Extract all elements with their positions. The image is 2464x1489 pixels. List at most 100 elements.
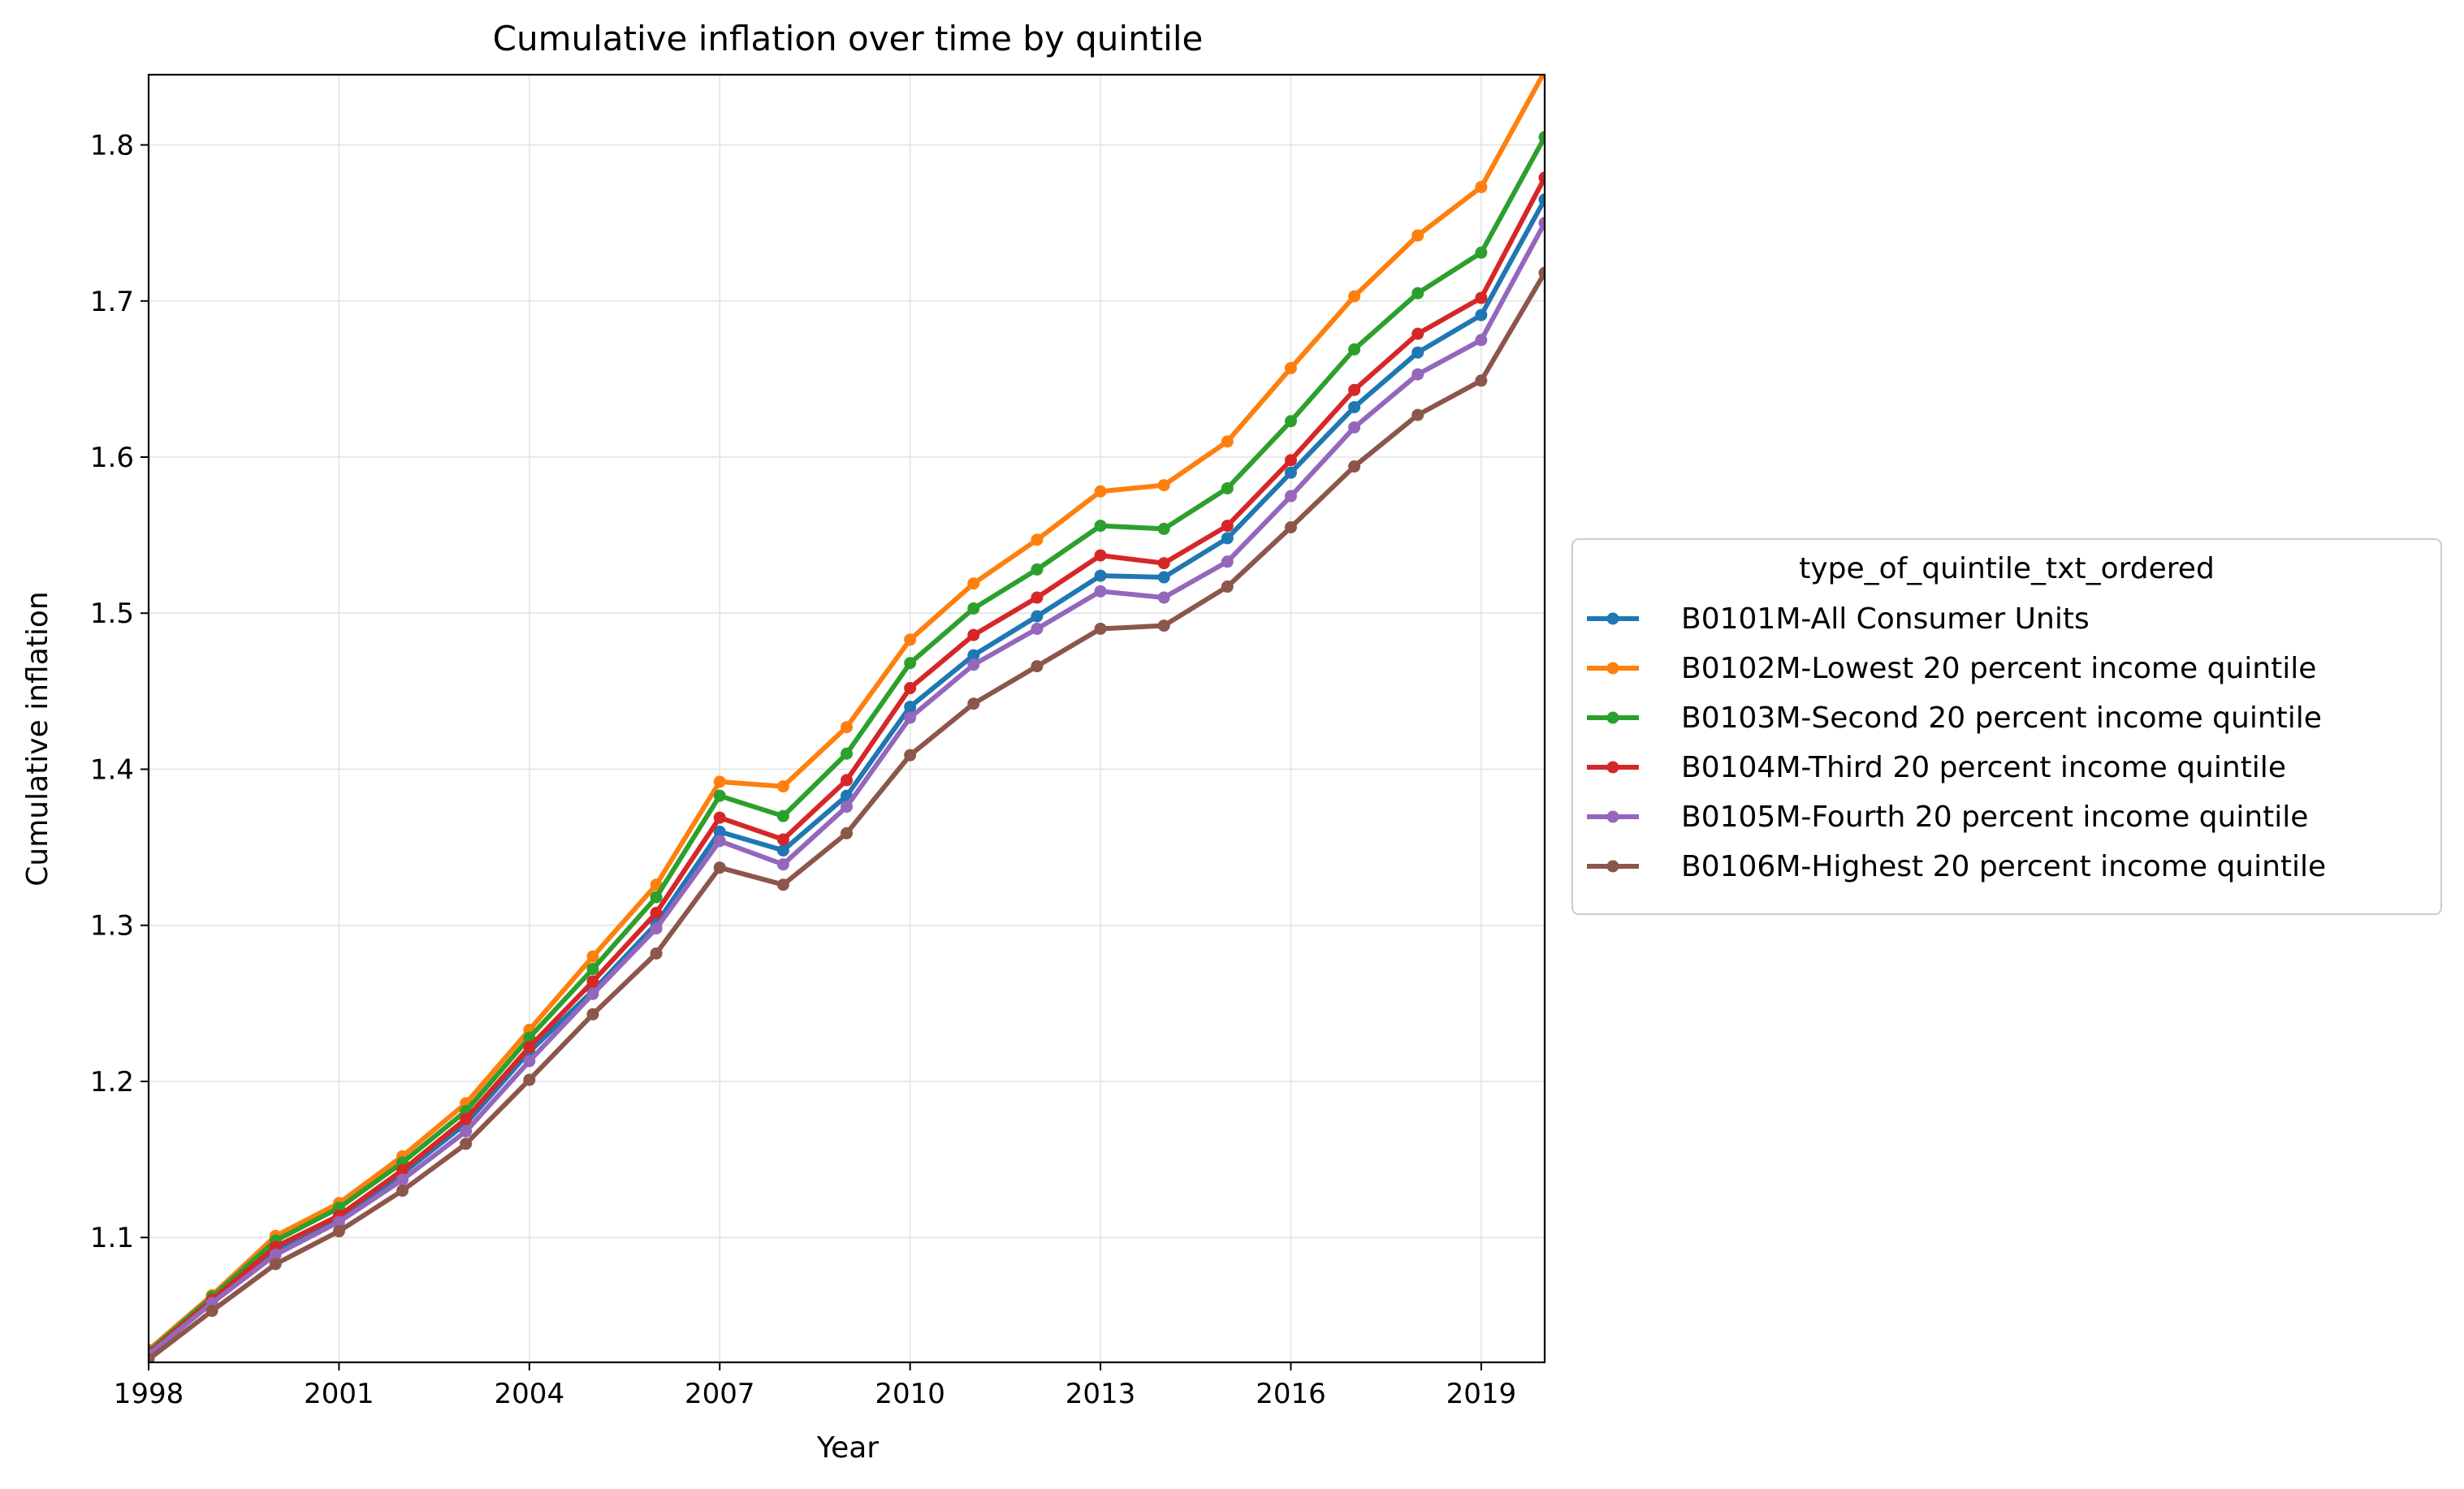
data-point xyxy=(269,1258,282,1271)
data-point xyxy=(1538,266,1545,279)
data-point xyxy=(1538,131,1545,144)
data-point xyxy=(1031,660,1044,673)
data-point xyxy=(1348,400,1361,413)
data-point xyxy=(1094,520,1107,533)
data-point xyxy=(1411,229,1424,242)
data-point xyxy=(1411,408,1424,421)
data-point xyxy=(332,1225,345,1238)
data-point xyxy=(776,844,789,857)
y-tick-label: 1.8 xyxy=(90,130,134,162)
data-point xyxy=(904,701,917,714)
y-axis-label: Cumulative inflation xyxy=(21,591,54,886)
data-point xyxy=(1538,171,1545,184)
data-point xyxy=(1475,309,1488,322)
x-tick-label: 2013 xyxy=(1066,1378,1136,1410)
data-point xyxy=(904,657,917,670)
series-line xyxy=(149,175,1545,1356)
x-tick-label: 2001 xyxy=(304,1378,374,1410)
legend-entry: B0106M-Highest 20 percent income quintil… xyxy=(1587,850,2326,883)
data-point xyxy=(586,950,599,963)
x-tick-label: 2007 xyxy=(685,1378,755,1410)
data-point xyxy=(1221,520,1234,533)
x-tick-label: 2010 xyxy=(875,1378,945,1410)
data-point xyxy=(1157,479,1170,492)
y-tick-label: 1.1 xyxy=(90,1222,134,1254)
data-point xyxy=(967,602,980,615)
data-point xyxy=(776,809,789,822)
data-point xyxy=(396,1173,409,1186)
data-point xyxy=(1475,334,1488,347)
data-point xyxy=(1157,571,1170,584)
plot-area xyxy=(149,75,1545,1362)
chart-title: Cumulative inflation over time by quinti… xyxy=(493,19,1204,58)
y-tick-label: 1.4 xyxy=(90,753,134,786)
data-point xyxy=(1221,532,1234,545)
data-point xyxy=(523,1073,536,1086)
data-point xyxy=(650,891,663,904)
data-point xyxy=(841,721,853,734)
data-point xyxy=(713,825,726,838)
data-point xyxy=(1221,481,1234,494)
series-line xyxy=(149,220,1545,1357)
data-point xyxy=(1221,435,1234,448)
data-point xyxy=(523,1055,536,1068)
data-point xyxy=(713,861,726,874)
data-point xyxy=(1031,622,1044,635)
y-tick-label: 1.2 xyxy=(90,1066,134,1098)
data-point xyxy=(1094,485,1107,498)
legend-swatch-marker xyxy=(1606,860,1619,873)
legend-swatch-marker xyxy=(1606,761,1619,774)
data-point xyxy=(713,811,726,824)
data-point xyxy=(1538,217,1545,230)
grid xyxy=(148,75,1545,1362)
data-point xyxy=(1094,622,1107,635)
legend-entry: B0105M-Fourth 20 percent income quintile xyxy=(1587,801,2308,834)
x-tick-label: 2004 xyxy=(495,1378,565,1410)
legend-label: B0102M-Lowest 20 percent income quintile xyxy=(1681,652,2316,685)
series-2 xyxy=(149,75,1545,1357)
legend-entries: B0101M-All Consumer Units B0102M-Lowest 2… xyxy=(1587,602,2326,883)
data-point xyxy=(841,747,853,760)
data-point xyxy=(1157,522,1170,535)
data-point xyxy=(586,1008,599,1021)
plot-frame xyxy=(147,73,1546,1364)
legend-label: B0106M-Highest 20 percent income quintil… xyxy=(1681,850,2326,883)
legend-entry: B0103M-Second 20 percent income quintile xyxy=(1587,701,2322,735)
data-point xyxy=(713,835,726,848)
data-point xyxy=(586,963,599,976)
legend-entry: B0104M-Third 20 percent income quintile xyxy=(1587,751,2286,784)
data-point xyxy=(713,789,726,802)
data-point xyxy=(1411,287,1424,300)
data-point xyxy=(1411,327,1424,340)
data-point xyxy=(904,749,917,762)
data-point xyxy=(149,1353,155,1362)
data-point xyxy=(650,947,663,960)
data-point xyxy=(523,1041,536,1054)
data-point xyxy=(967,628,980,641)
legend-label: B0105M-Fourth 20 percent income quintile xyxy=(1681,801,2308,834)
series-line xyxy=(149,75,1545,1353)
legend-label: B0101M-All Consumer Units xyxy=(1681,602,2090,636)
data-point xyxy=(904,633,917,646)
data-point xyxy=(1031,563,1044,576)
data-point xyxy=(1348,421,1361,434)
legend-frame xyxy=(1571,538,2442,915)
data-point xyxy=(1284,361,1297,374)
legend-label: B0104M-Third 20 percent income quintile xyxy=(1681,751,2286,784)
data-point xyxy=(1094,549,1107,562)
data-point xyxy=(904,711,917,724)
data-point xyxy=(269,1248,282,1261)
data-point xyxy=(586,975,599,988)
series-6 xyxy=(149,266,1545,1362)
data-point xyxy=(1348,290,1361,303)
data-point xyxy=(1284,454,1297,467)
data-point xyxy=(1094,585,1107,598)
data-point xyxy=(776,833,789,846)
data-point xyxy=(841,827,853,839)
legend-swatch-marker xyxy=(1606,612,1619,625)
data-point xyxy=(776,780,789,793)
data-point xyxy=(650,906,663,919)
data-point xyxy=(1284,490,1297,503)
x-tick-label: 1998 xyxy=(114,1378,184,1410)
data-point xyxy=(967,697,980,710)
